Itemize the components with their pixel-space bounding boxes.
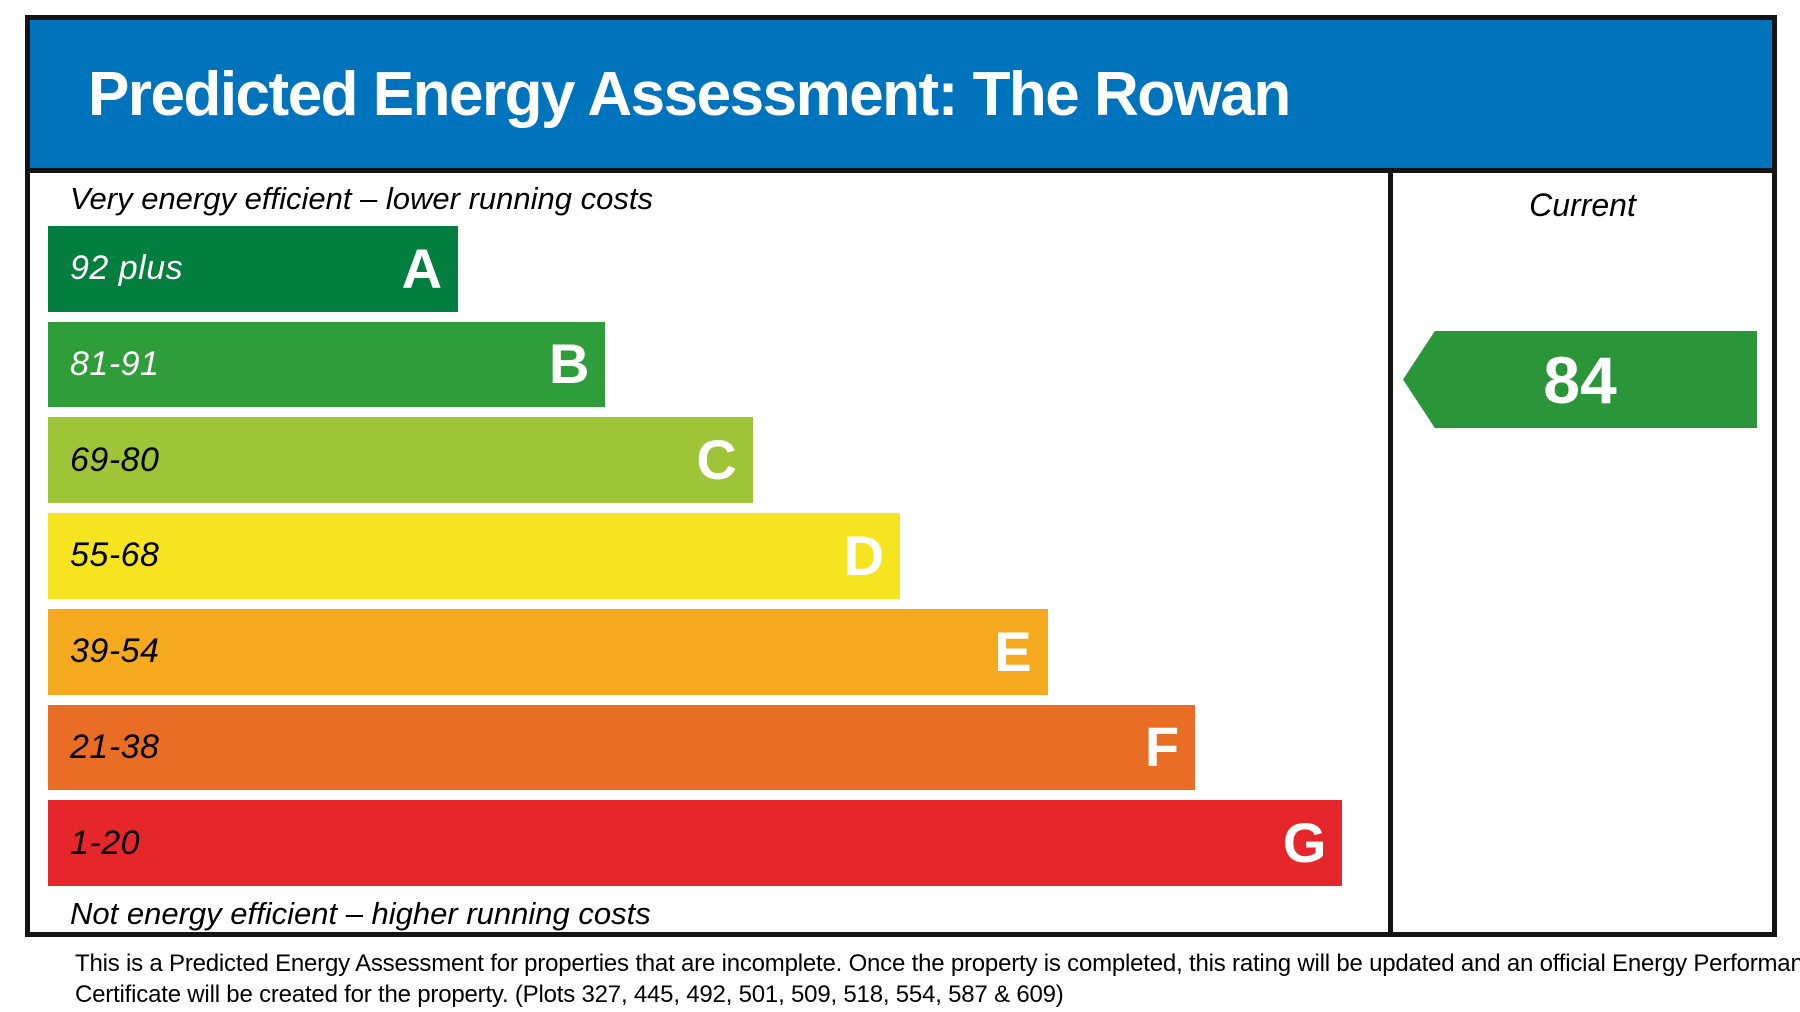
band-b: 81-91 B — [48, 321, 606, 408]
band-a: 92 plus A — [48, 225, 459, 312]
band-e: 39-54 E — [48, 608, 1048, 695]
band-range-label: 81-91 — [70, 344, 160, 383]
band-letter: C — [696, 428, 737, 492]
certificate-body: Very energy efficient – lower running co… — [30, 173, 1772, 932]
band-letter: G — [1282, 811, 1327, 875]
band-letter: A — [401, 236, 443, 300]
band-range-label: 39-54 — [70, 632, 160, 671]
current-rating-arrow: 84 — [1403, 331, 1757, 428]
band-g: 1-20 G — [48, 800, 1343, 886]
band-range-label: 21-38 — [70, 727, 160, 766]
bottom-caption: Not energy efficient – higher running co… — [70, 895, 651, 931]
band-letter: E — [994, 619, 1032, 683]
band-f: 21-38 F — [48, 704, 1196, 791]
band-range-label: 92 plus — [70, 249, 184, 288]
certificate-box: Predicted Energy Assessment: The Rowan V… — [25, 15, 1777, 937]
band-range-label: 69-80 — [70, 440, 160, 479]
band-range-label: 1-20 — [70, 823, 141, 862]
footer-line: This is a Predicted Energy Assessment fo… — [75, 950, 1800, 977]
band-letter: D — [843, 523, 885, 587]
band-range-label: 55-68 — [70, 536, 160, 575]
current-rating-panel: Current 84 — [1393, 173, 1772, 932]
band-letter: F — [1144, 715, 1180, 779]
current-column-header: Current — [1529, 187, 1636, 223]
rating-scale-panel: Very energy efficient – lower running co… — [30, 173, 1393, 932]
footer-note: This is a Predicted Energy Assessment fo… — [75, 948, 1800, 1010]
band-c: 69-80 C — [48, 417, 753, 504]
current-rating-value: 84 — [1543, 342, 1617, 417]
band-letter: B — [548, 332, 590, 396]
band-d: 55-68 D — [48, 513, 901, 599]
top-caption: Very energy efficient – lower running co… — [70, 181, 653, 217]
certificate-header: Predicted Energy Assessment: The Rowan — [30, 20, 1772, 173]
page-title: Predicted Energy Assessment: The Rowan — [88, 59, 1291, 129]
footer-line: Certificate will be created for the prop… — [75, 981, 1064, 1009]
